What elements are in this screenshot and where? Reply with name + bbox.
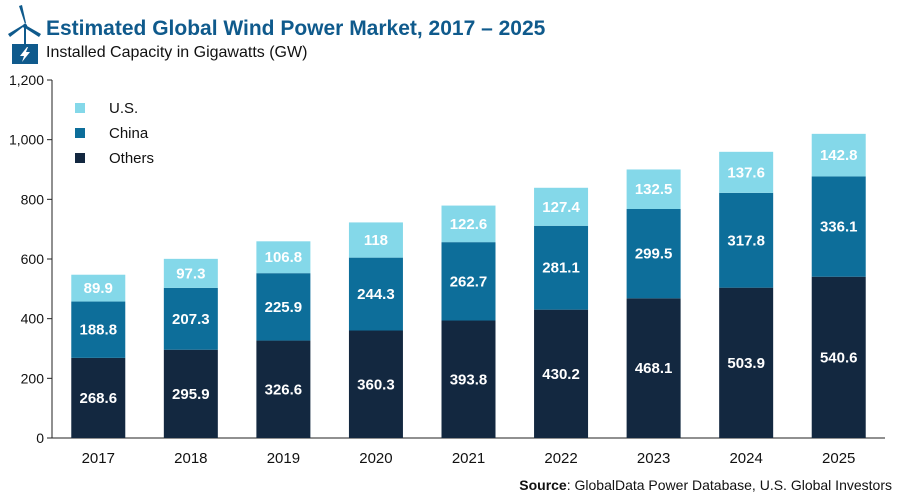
bar-segment	[163, 287, 218, 350]
bar-segment	[256, 273, 311, 341]
y-tick-label: 0	[36, 430, 44, 446]
data-label: 540.6	[820, 349, 858, 366]
bar-segment	[534, 309, 589, 438]
data-label: 281.1	[542, 260, 580, 277]
chart-title: Estimated Global Wind Power Market, 2017…	[46, 17, 546, 40]
y-tick-label: 600	[21, 251, 45, 267]
data-label: 188.8	[80, 322, 118, 339]
data-label: 244.3	[357, 286, 395, 303]
data-label: 89.9	[84, 280, 113, 297]
data-label: 122.6	[450, 216, 488, 233]
x-tick-label: 2024	[729, 450, 762, 467]
x-tick-label: 2017	[82, 450, 115, 467]
data-label: 118	[364, 232, 388, 249]
x-tick-label: 2025	[822, 450, 855, 467]
data-label: 393.8	[450, 371, 488, 388]
data-label: 127.4	[542, 199, 580, 216]
bar-segment	[71, 274, 126, 302]
x-tick-label: 2022	[544, 450, 577, 467]
bar-segment	[719, 287, 774, 438]
bar-segment	[256, 241, 311, 274]
data-label: 430.2	[542, 366, 580, 383]
bar-segment	[71, 301, 126, 358]
bar-segment	[441, 320, 496, 438]
x-tick-label: 2023	[637, 450, 670, 467]
bar-segment	[534, 225, 589, 310]
bar-segment	[71, 357, 126, 438]
source-note: Source: GlobalData Power Database, U.S. …	[519, 477, 892, 493]
legend-swatch	[75, 103, 85, 113]
bar-segment	[811, 133, 866, 177]
bar-segment	[811, 176, 866, 277]
data-label: 106.8	[265, 249, 303, 266]
y-tick-label: 200	[21, 370, 45, 386]
wind-turbine-icon	[8, 5, 41, 64]
legend-swatch	[75, 128, 85, 138]
bar-segment	[534, 187, 589, 226]
x-tick-label: 2020	[359, 450, 392, 467]
bar-segment	[348, 330, 403, 438]
data-label: 225.9	[265, 299, 303, 316]
y-tick-label: 800	[21, 191, 45, 207]
data-label: 268.6	[80, 390, 118, 407]
data-label: 336.1	[820, 219, 858, 236]
chart-header: Estimated Global Wind Power Market, 2017…	[0, 0, 900, 70]
data-label: 299.5	[635, 246, 673, 263]
source-label: Source	[519, 477, 567, 493]
bar-segment	[719, 192, 774, 288]
y-tick-label: 400	[21, 311, 45, 327]
data-label: 262.7	[450, 273, 488, 290]
x-tick-label: 2021	[452, 450, 485, 467]
data-label: 137.6	[727, 164, 765, 181]
chart-legend: U.S. China Others	[75, 100, 154, 167]
bar-segment	[441, 205, 496, 243]
bar-segment	[163, 349, 218, 438]
x-tick-label: 2019	[267, 450, 300, 467]
bar-segment	[348, 257, 403, 331]
bar-segment	[626, 208, 681, 299]
data-label: 503.9	[727, 355, 765, 372]
data-label: 132.5	[635, 181, 673, 198]
y-tick-label: 1,000	[9, 132, 44, 148]
bar-segment	[626, 298, 681, 438]
bar-segment	[626, 169, 681, 209]
source-text: : GlobalData Power Database, U.S. Global…	[566, 477, 892, 493]
legend-label: China	[109, 125, 149, 142]
data-label: 317.8	[727, 232, 765, 249]
y-tick-label: 1,200	[9, 72, 44, 88]
data-label: 468.1	[635, 360, 673, 377]
chart-subtitle: Installed Capacity in Gigawatts (GW)	[46, 44, 308, 61]
bar-segment	[441, 242, 496, 321]
bar-segment	[811, 276, 866, 438]
data-label: 97.3	[176, 265, 205, 282]
bar-segment	[719, 151, 774, 193]
legend-label: U.S.	[109, 100, 138, 117]
legend-swatch	[75, 153, 85, 163]
data-label: 360.3	[357, 376, 395, 393]
bars-layer: 268.6 188.8 89.9 295.9 207.3 97.3 326.6 225.9 10…	[71, 133, 866, 438]
data-label: 142.8	[820, 147, 858, 164]
data-label: 326.6	[265, 381, 303, 398]
x-tick-label: 2018	[174, 450, 207, 467]
bar-segment	[163, 258, 218, 288]
bar-segment	[348, 222, 403, 258]
bar-segment	[256, 340, 311, 438]
legend-label: Others	[109, 150, 154, 167]
data-label: 295.9	[172, 386, 210, 403]
data-label: 207.3	[172, 311, 210, 328]
